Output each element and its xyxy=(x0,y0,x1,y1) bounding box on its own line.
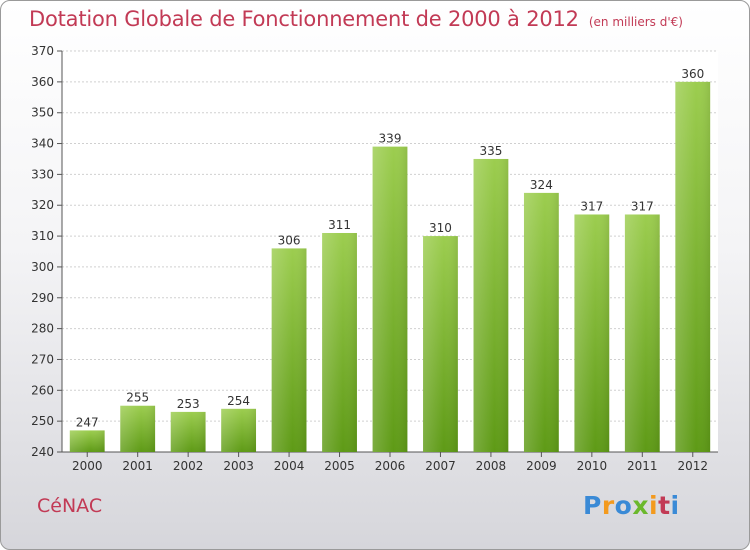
y-tick-label: 360 xyxy=(31,75,54,89)
bar-value-label: 255 xyxy=(126,391,149,405)
bar-value-label: 324 xyxy=(530,178,553,192)
bar-value-label: 317 xyxy=(580,199,603,213)
bar-shade xyxy=(523,192,559,452)
bar-value-label: 311 xyxy=(328,218,351,232)
y-tick-label: 370 xyxy=(31,44,54,58)
bar-shade xyxy=(473,158,509,452)
x-tick-label: 2006 xyxy=(375,459,406,473)
bar-value-label: 310 xyxy=(429,221,452,235)
y-tick-label: 350 xyxy=(31,106,54,120)
x-tick-label: 2005 xyxy=(324,459,355,473)
y-tick-label: 330 xyxy=(31,167,54,181)
bar-shade xyxy=(675,81,711,452)
y-tick-label: 310 xyxy=(31,229,54,243)
bar-shade xyxy=(574,214,610,452)
bar-value-label: 317 xyxy=(631,199,654,213)
bar-value-label: 339 xyxy=(379,132,402,146)
bar-shade xyxy=(271,248,307,452)
chart-title-text: Dotation Globale de Fonctionnement de 20… xyxy=(29,7,579,31)
bar-value-label: 306 xyxy=(278,233,301,247)
x-tick-label: 2002 xyxy=(173,459,204,473)
y-tick-label: 270 xyxy=(31,352,54,366)
x-tick-label: 2007 xyxy=(425,459,456,473)
y-tick-label: 290 xyxy=(31,291,54,305)
x-tick-label: 2009 xyxy=(526,459,557,473)
x-tick-label: 2010 xyxy=(577,459,608,473)
y-tick-label: 240 xyxy=(31,445,54,459)
y-tick-label: 250 xyxy=(31,414,54,428)
bar-value-label: 254 xyxy=(227,394,250,408)
bar-value-label: 253 xyxy=(177,397,200,411)
bar-shade xyxy=(624,214,660,452)
bar-shade xyxy=(120,405,156,452)
chart-title: Dotation Globale de Fonctionnement de 20… xyxy=(29,7,683,31)
bar-value-label: 335 xyxy=(479,144,502,158)
bar-shade xyxy=(221,408,257,452)
bar-value-label: 360 xyxy=(681,67,704,81)
bar-value-label: 247 xyxy=(76,415,99,429)
commune-name: CéNAC xyxy=(37,495,103,517)
x-tick-label: 2001 xyxy=(122,459,153,473)
y-tick-label: 300 xyxy=(31,260,54,274)
chart-subtitle: (en milliers d'€) xyxy=(588,15,683,29)
x-tick-label: 2003 xyxy=(223,459,254,473)
bar-shade xyxy=(372,146,408,452)
y-tick-label: 320 xyxy=(31,198,54,212)
proxiti-logo: Proxiti xyxy=(583,491,680,520)
bar-shade xyxy=(423,236,458,452)
x-tick-label: 2012 xyxy=(677,459,708,473)
x-tick-label: 2008 xyxy=(476,459,507,473)
x-tick-label: 2011 xyxy=(627,459,658,473)
y-tick-label: 260 xyxy=(31,383,54,397)
y-tick-label: 280 xyxy=(31,322,54,336)
x-tick-label: 2004 xyxy=(274,459,305,473)
y-tick-label: 340 xyxy=(31,137,54,151)
bar-shade xyxy=(322,232,357,452)
bar-shade xyxy=(69,430,105,452)
bar-shade xyxy=(170,411,206,452)
x-tick-label: 2000 xyxy=(72,459,103,473)
